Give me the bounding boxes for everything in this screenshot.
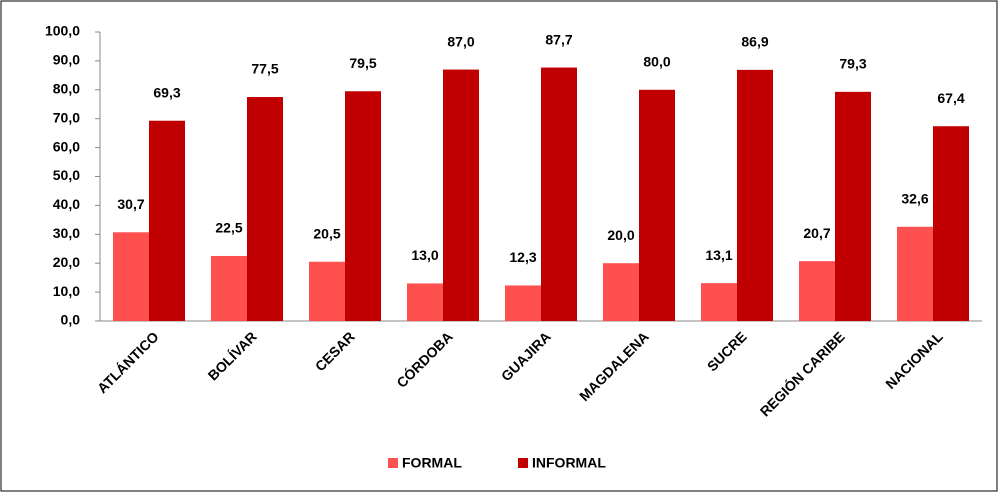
bar <box>933 126 969 322</box>
bar <box>345 91 381 322</box>
y-tick-label: 60,0 <box>53 138 80 154</box>
value-label: 20,0 <box>607 227 634 243</box>
y-tick-label: 100,0 <box>45 23 80 39</box>
bar <box>149 120 185 322</box>
bar <box>247 97 283 322</box>
y-tick-label: 0,0 <box>61 312 81 328</box>
y-tick-label: 30,0 <box>53 225 80 241</box>
value-label: 20,7 <box>803 225 830 241</box>
value-label: 77,5 <box>251 61 278 77</box>
legend-label: FORMAL <box>402 455 462 471</box>
bar <box>701 283 737 321</box>
bar <box>737 69 773 321</box>
legend-swatch <box>518 458 528 468</box>
value-label: 32,6 <box>901 190 928 206</box>
bar <box>309 261 345 321</box>
y-tick-label: 40,0 <box>53 196 80 212</box>
bar <box>407 283 443 321</box>
value-label: 30,7 <box>117 196 144 212</box>
y-tick-label: 90,0 <box>53 52 80 68</box>
bar <box>505 285 541 321</box>
y-tick-label: 80,0 <box>53 81 80 97</box>
bar <box>835 91 871 321</box>
legend-label: INFORMAL <box>532 455 606 471</box>
value-label: 69,3 <box>153 84 180 100</box>
bar <box>799 261 835 321</box>
value-label: 12,3 <box>509 249 536 265</box>
value-label: 87,7 <box>545 31 572 47</box>
value-label: 86,9 <box>741 34 768 50</box>
bar <box>897 226 933 321</box>
value-label: 20,5 <box>313 225 340 241</box>
bar <box>541 67 577 321</box>
value-label: 13,1 <box>705 247 732 263</box>
bar <box>443 69 479 321</box>
value-label: 80,0 <box>643 54 670 70</box>
bar <box>639 89 675 321</box>
legend-swatch <box>388 458 398 468</box>
y-tick-label: 20,0 <box>53 254 80 270</box>
value-label: 87,0 <box>447 33 474 49</box>
value-label: 13,0 <box>411 247 438 263</box>
value-label: 22,5 <box>215 220 242 236</box>
value-label: 79,5 <box>349 55 376 71</box>
bar <box>113 232 149 321</box>
bar <box>603 263 639 321</box>
value-label: 79,3 <box>839 56 866 72</box>
y-tick-label: 70,0 <box>53 109 80 125</box>
bar <box>211 255 247 321</box>
y-tick-label: 50,0 <box>53 167 80 183</box>
value-label: 67,4 <box>937 90 964 106</box>
y-tick-label: 10,0 <box>53 283 80 299</box>
